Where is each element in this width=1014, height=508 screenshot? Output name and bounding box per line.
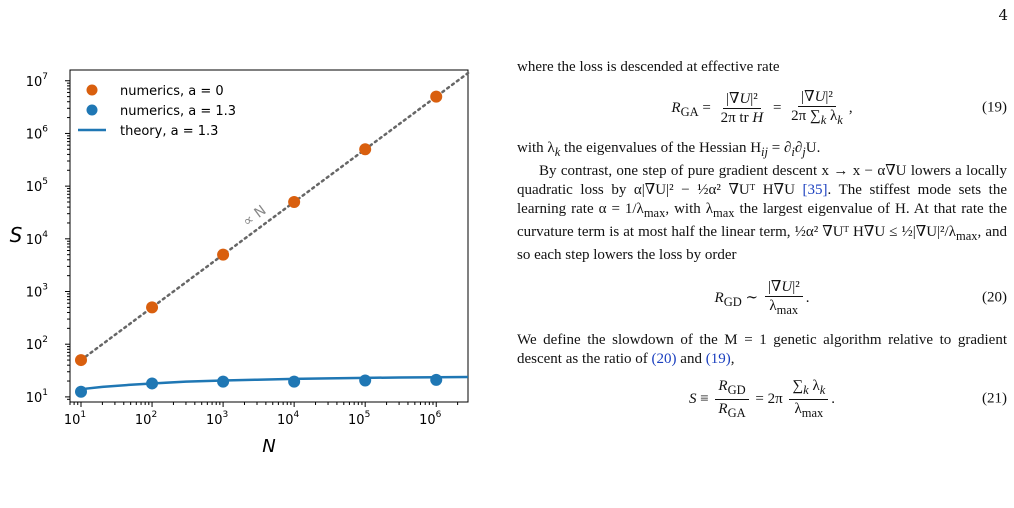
y-tick-label: 105 [26, 177, 48, 195]
y-axis-label: S [10, 223, 23, 247]
scaling-plot: NS 101 102 103 104 105 1061011021031041051061… [10, 69, 470, 457]
y-tick-label: 107 [26, 72, 48, 90]
citation-35[interactable]: [35] [802, 182, 828, 198]
data-point-series-1 [430, 90, 443, 103]
data-point-series-1 [217, 248, 230, 261]
paragraph-4: We define the slowdown of the M = 1 gene… [517, 332, 1007, 367]
legend-label: theory, a = 1.3 [120, 124, 218, 139]
x-tick-label: 106 [419, 410, 442, 428]
y-tick-label: 104 [26, 230, 49, 248]
theory-curve [80, 375, 469, 391]
page-number: 4 [998, 6, 1008, 24]
reference-line-label: ∝ N [240, 202, 270, 230]
data-point-series-1 [288, 195, 301, 208]
text-column: where the loss is descended at effective… [517, 58, 1007, 427]
x-tick-label: 103 [206, 410, 228, 428]
equation-20-number: (20) [982, 289, 1007, 306]
citation-eq20[interactable]: (20) [651, 351, 677, 367]
data-point-series-1 [75, 354, 88, 367]
data-point-series-2 [288, 375, 301, 388]
legend-point-marker [86, 104, 98, 116]
data-point-series-2 [430, 373, 443, 386]
paragraph-1: where the loss is descended at effective… [517, 59, 780, 75]
x-tick-label: 105 [348, 410, 370, 428]
y-tick-label: 103 [26, 283, 48, 301]
legend: numerics, a = 0 numerics, a = 1.3 theory, … [78, 84, 236, 139]
series-layer: ∝ N [75, 71, 470, 398]
y-tick-label: 102 [26, 335, 48, 353]
paragraph-3: By contrast, one step of pure gradient d… [517, 163, 1007, 263]
legend-point-marker [86, 84, 98, 96]
legend-label: numerics, a = 0 [120, 84, 224, 99]
x-axis-label: N [262, 436, 275, 457]
x-tick-label: 101 [64, 410, 86, 428]
equation-19: RGA = |∇U|² 2π tr H = |∇U|² 2π ∑k λk, (19) [671, 88, 1007, 127]
x-tick-label: 102 [135, 410, 157, 428]
equation-21-number: (21) [982, 390, 1007, 407]
legend-label: numerics, a = 1.3 [120, 104, 236, 119]
data-point-series-1 [146, 301, 159, 314]
data-point-series-1 [359, 143, 372, 156]
equation-21: S ≡ RGD RGA = 2π ∑k λk λmax. (21) [688, 377, 1007, 420]
equation-19-number: (19) [982, 99, 1007, 116]
y-tick-label: 101 [26, 388, 48, 406]
data-point-series-2 [359, 374, 372, 387]
plot-frame [69, 69, 469, 403]
y-tick-label: 106 [26, 124, 49, 142]
reference-line [79, 71, 470, 362]
x-tick-label: 104 [277, 410, 300, 428]
axes-layer: NS [10, 69, 469, 457]
equation-20: RGD ∼ |∇U|² λmax. (20) [714, 278, 1007, 317]
ticks-layer: 101 102 103 104 105 106 101 102 103 104 105 106 107 [26, 72, 459, 428]
paragraph-2: with λk the eigenvalues of the Hessian H… [517, 140, 821, 159]
citation-eq19[interactable]: (19) [705, 351, 731, 367]
